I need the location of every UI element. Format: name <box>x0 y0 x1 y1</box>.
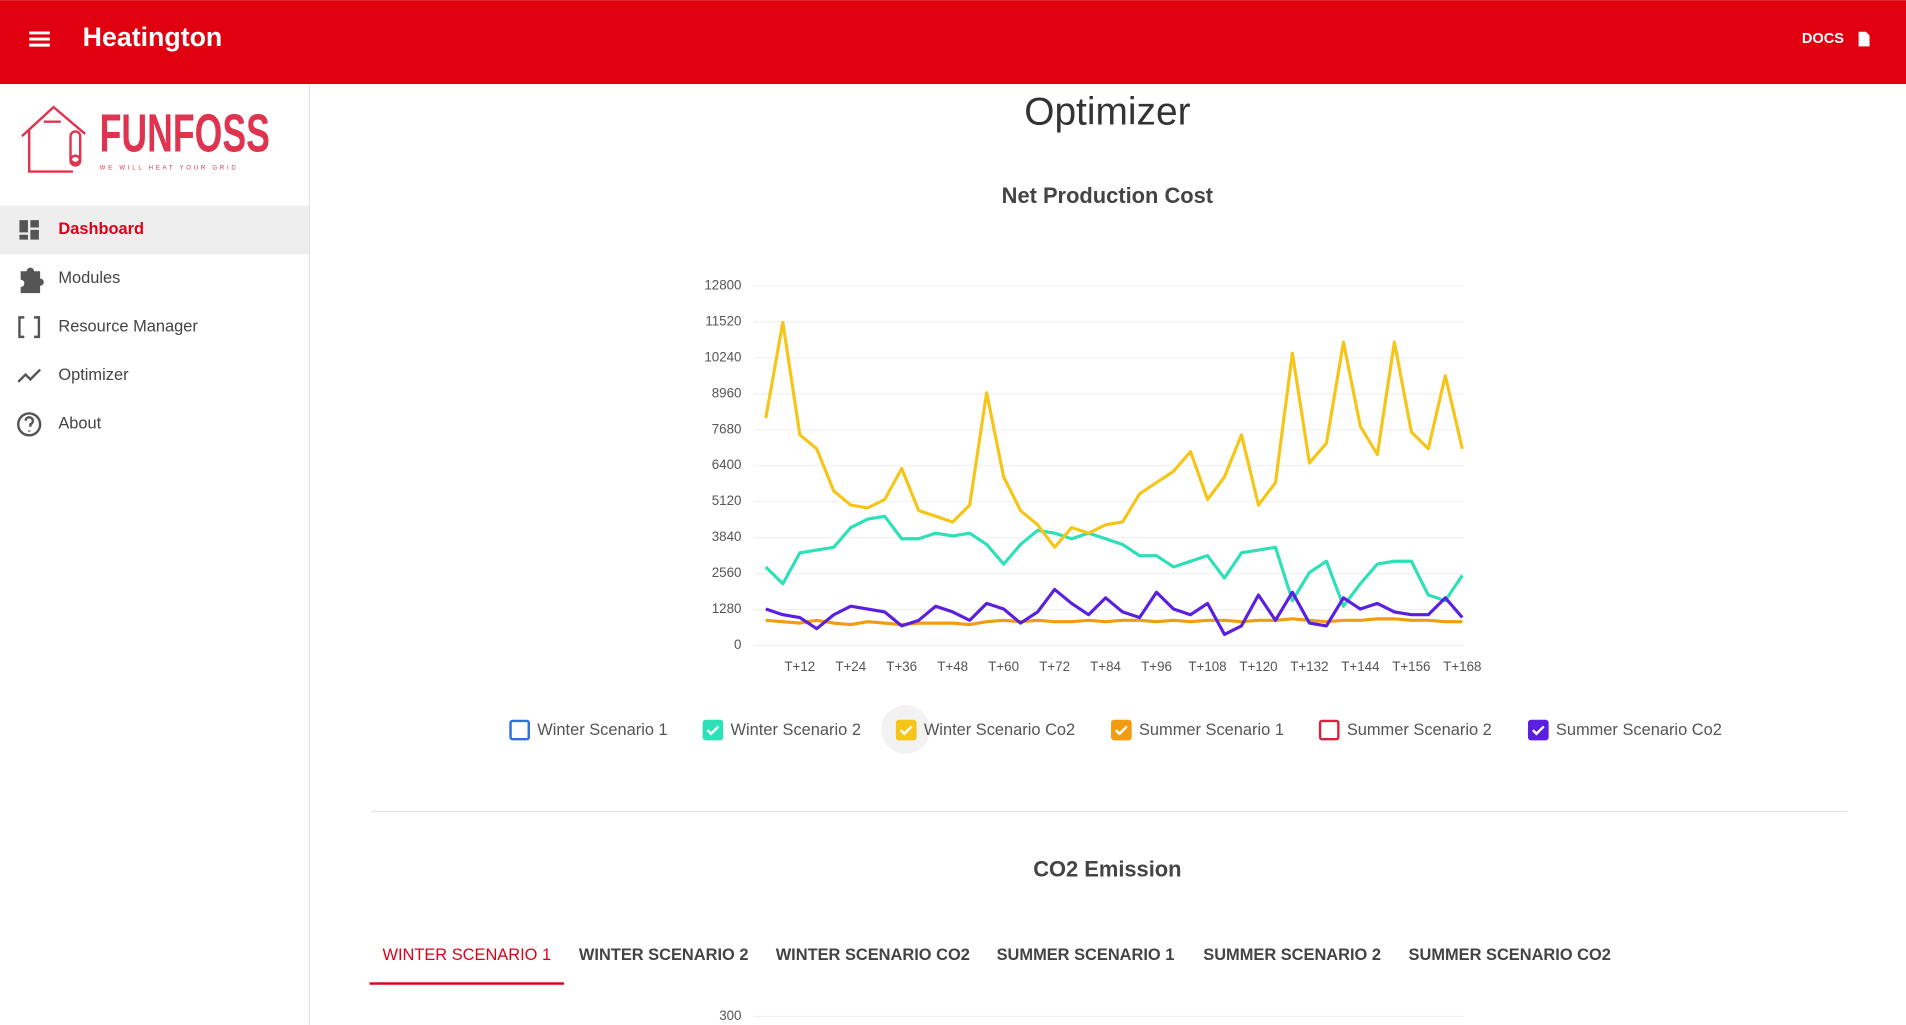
x-tick-label: T+36 <box>886 659 917 674</box>
x-tick-label: T+96 <box>1141 659 1172 674</box>
legend-checkbox[interactable] <box>1527 719 1549 741</box>
series-line <box>764 514 1464 608</box>
nav-icon <box>17 412 42 437</box>
nav-active-bg <box>0 205 309 255</box>
x-tick-label: T+120 <box>1239 659 1277 674</box>
legend-check <box>1115 725 1128 736</box>
tab[interactable]: WINTER SCENARIO 2 <box>579 946 749 964</box>
y-tick-label: 7680 <box>712 421 742 436</box>
chart: Net Production Cost 0 1280 2560 3840 5120 6400… <box>509 183 1722 754</box>
menu-button[interactable] <box>29 31 50 47</box>
x-tick-label: T+84 <box>1090 659 1121 674</box>
series-line <box>764 320 1464 549</box>
nav-icon <box>20 267 44 294</box>
y-tick-label: 8960 <box>712 385 742 400</box>
y-tick-label: 0 <box>734 637 741 652</box>
docs-icon[interactable] <box>1858 31 1870 47</box>
sidebar-nav: Dashboard Modules Resource Manager Optimize… <box>0 205 309 437</box>
nav-item[interactable]: Modules <box>58 269 120 287</box>
tab[interactable]: SUMMER SCENARIO 1 <box>997 946 1175 964</box>
tab[interactable]: WINTER SCENARIO 1 <box>382 946 551 964</box>
legend-label[interactable]: Winter Scenario Co2 <box>924 721 1075 739</box>
logo-text: FUNFOSS <box>100 105 270 164</box>
x-tick-label: T+24 <box>835 659 866 674</box>
y-tick-label: 1280 <box>712 601 742 616</box>
nav-item[interactable]: Resource Manager <box>58 317 198 335</box>
x-tick-label: T+108 <box>1188 659 1226 674</box>
legend-checkbox[interactable] <box>702 719 724 741</box>
app-title: Heatington <box>83 22 223 52</box>
legend-checkbox[interactable] <box>1318 719 1340 741</box>
logo-tagline: WE WILL HEAT YOUR GRID <box>100 165 237 171</box>
chart-title: Net Production Cost <box>1002 183 1214 208</box>
legend-checkbox[interactable] <box>1111 719 1132 741</box>
y-tick-label: 12800 <box>704 277 741 292</box>
x-tick-label: T+168 <box>1443 659 1481 674</box>
x-tick-label: T+72 <box>1039 659 1070 674</box>
legend-check <box>1531 725 1545 736</box>
y-tick-label: 11520 <box>705 313 741 328</box>
legend-label[interactable]: Winter Scenario 2 <box>731 721 861 739</box>
nav-icon <box>17 368 41 383</box>
y-tick-label: 300 <box>719 1008 741 1023</box>
series-line <box>765 587 1464 637</box>
legend-label[interactable]: Winter Scenario 1 <box>537 721 667 739</box>
page-title: Optimizer <box>1024 91 1190 134</box>
legend-label[interactable]: Summer Scenario 1 <box>1139 721 1284 739</box>
legend-checkbox[interactable] <box>509 719 530 741</box>
legend-check <box>706 725 720 736</box>
nav-item[interactable]: Dashboard <box>58 220 144 238</box>
x-tick-label: T+12 <box>784 659 815 674</box>
y-tick-label: 5120 <box>712 493 742 508</box>
x-tick-label: T+60 <box>988 659 1019 674</box>
tab[interactable]: SUMMER SCENARIO CO2 <box>1409 946 1611 964</box>
logo-house <box>21 105 86 173</box>
series-line <box>765 617 1463 627</box>
legend-label[interactable]: Summer Scenario Co2 <box>1556 721 1722 739</box>
x-tick-label: T+132 <box>1290 659 1328 674</box>
nav-icon <box>19 220 39 240</box>
x-tick-label: T+156 <box>1392 659 1430 674</box>
x-tick-label: T+48 <box>937 659 968 674</box>
chart-title: CO2 Emission <box>1033 856 1181 881</box>
y-tick-label: 6400 <box>712 457 742 472</box>
chart: CO2 Emission WINTER SCENARIO 1 WINTER SCEN… <box>369 856 1611 1023</box>
docs-link[interactable]: DOCS <box>1802 31 1844 47</box>
tab-indicator <box>369 982 565 985</box>
y-tick-label: 2560 <box>712 565 742 580</box>
y-tick-label: 3840 <box>712 529 742 544</box>
legend-checkbox[interactable] <box>895 719 917 741</box>
tab[interactable]: SUMMER SCENARIO 2 <box>1203 946 1381 964</box>
x-tick-label: T+144 <box>1341 659 1380 674</box>
app-bar <box>0 0 1906 85</box>
nav-item[interactable]: About <box>58 415 101 433</box>
nav-icon <box>18 316 41 339</box>
legend-label[interactable]: Summer Scenario 2 <box>1347 721 1492 739</box>
y-tick-label: 10240 <box>704 349 741 364</box>
legend-check <box>899 725 913 736</box>
nav-item[interactable]: Optimizer <box>58 366 129 384</box>
tab[interactable]: WINTER SCENARIO CO2 <box>776 946 970 964</box>
